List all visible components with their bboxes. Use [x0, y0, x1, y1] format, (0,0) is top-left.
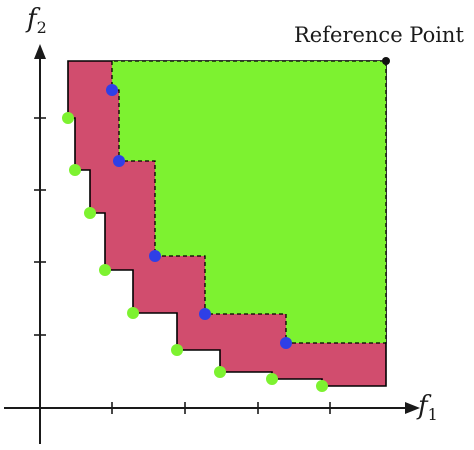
green-point [84, 207, 96, 219]
y-axis-arrow [34, 44, 46, 59]
green-points-group [62, 112, 328, 392]
blue-point [199, 308, 211, 320]
green-point [99, 264, 111, 276]
green-point [214, 366, 226, 378]
blue-points-group [106, 84, 292, 349]
green-point [62, 112, 74, 124]
blue-point [106, 84, 118, 96]
x-axis-arrow [405, 402, 420, 414]
axes [4, 44, 420, 444]
y-axis-label-sub: 2 [37, 18, 47, 37]
dominated-hypervolume-region [111, 60, 387, 344]
reference-point-marker [382, 57, 390, 65]
green-point [266, 373, 278, 385]
green-point [316, 380, 328, 392]
blue-point [113, 155, 125, 167]
blue-point [280, 337, 292, 349]
blue-point [149, 250, 161, 262]
x-axis-label: f1 [416, 391, 438, 424]
green-point [127, 307, 139, 319]
green-point [171, 344, 183, 356]
y-axis-label: f2 [25, 4, 47, 37]
x-axis-label-sub: 1 [428, 405, 438, 424]
reference-point-label: Reference Point [294, 23, 464, 47]
green-point [69, 164, 81, 176]
